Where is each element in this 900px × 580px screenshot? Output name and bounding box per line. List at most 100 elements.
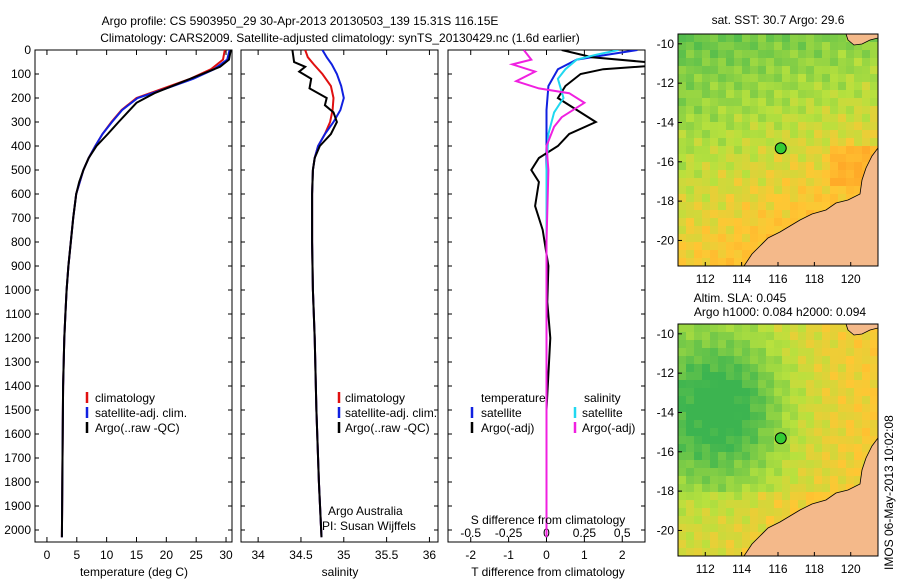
map-cell (830, 34, 839, 43)
map-cell (814, 380, 823, 389)
map-cell (702, 122, 711, 131)
map-cell (790, 364, 799, 373)
map-cell (854, 372, 863, 381)
map-cell (694, 508, 703, 517)
x-tick-label: 10 (100, 548, 114, 562)
map-cell (854, 130, 863, 139)
map-cell (750, 138, 759, 147)
map-cell (694, 540, 703, 549)
map-cell (798, 42, 807, 51)
map-cell (798, 380, 807, 389)
map-cell (678, 500, 687, 509)
map-cell (710, 380, 719, 389)
map-cell (798, 162, 807, 171)
map-cell (702, 372, 711, 381)
map-cell (838, 420, 847, 429)
map-cell (678, 364, 687, 373)
map-cell (766, 436, 775, 445)
map-cell (814, 66, 823, 75)
map-cell (734, 130, 743, 139)
map-cell (838, 348, 847, 357)
map-cell (790, 154, 799, 163)
map-cell (710, 250, 719, 259)
map-cell (830, 452, 839, 461)
map-cell (774, 460, 783, 469)
map-cell (694, 250, 703, 259)
map-cell (686, 420, 695, 429)
map-cell (854, 98, 863, 107)
map-cell (782, 58, 791, 67)
map-cell (710, 356, 719, 365)
map-cell (710, 114, 719, 123)
map-cell (782, 380, 791, 389)
map-cell (710, 234, 719, 243)
map-cell (678, 324, 687, 333)
map-cell (870, 364, 878, 373)
map-cell (798, 324, 807, 333)
map-cell (870, 372, 878, 381)
map-cell (814, 162, 823, 171)
map-cell (806, 114, 815, 123)
map-cell (718, 218, 727, 227)
map-cell (734, 58, 743, 67)
map-cell (838, 428, 847, 437)
map-cell (814, 484, 823, 493)
map-cell (694, 452, 703, 461)
map-cell (678, 484, 687, 493)
map-cell (726, 324, 735, 333)
map-cell (758, 428, 767, 437)
map-x-tick-label: 116 (768, 562, 787, 576)
map-cell (718, 444, 727, 453)
map-cell (694, 66, 703, 75)
map-cell (678, 82, 687, 91)
map-cell (726, 138, 735, 147)
map-cell (678, 452, 687, 461)
map-cell (838, 484, 847, 493)
map-cell (822, 138, 831, 147)
map-cell (822, 186, 831, 195)
x-tick-label: 34 (251, 548, 265, 562)
map-cell (766, 396, 775, 405)
map-cell (814, 324, 823, 333)
map-cell (822, 340, 831, 349)
map-cell (750, 98, 759, 107)
map-cell (718, 532, 727, 541)
map-cell (718, 114, 727, 123)
map-x-tick-label: 116 (768, 272, 787, 286)
map-cell (798, 476, 807, 485)
map-cell (870, 388, 878, 397)
map-cell (806, 202, 815, 211)
map-cell (742, 428, 751, 437)
map-cell (814, 138, 823, 147)
map-cell (710, 50, 719, 59)
map-cell (766, 186, 775, 195)
map-cell (758, 420, 767, 429)
annotation-argo-australia: Argo Australia (328, 504, 403, 518)
map-cell (726, 452, 735, 461)
map-cell (726, 34, 735, 43)
map-cell (846, 348, 855, 357)
map-cell (798, 210, 807, 219)
map-cell (838, 130, 847, 139)
map-cell (710, 540, 719, 549)
sst-map-panel: sat. SST: 30.7 Argo: 29.6 112 114 116 118 12… (657, 13, 879, 286)
map-cell (846, 130, 855, 139)
map-cell (710, 500, 719, 509)
map-cell (806, 348, 815, 357)
map-cell (718, 492, 727, 501)
map-cell (862, 436, 871, 445)
map-cell (830, 364, 839, 373)
map-cell (774, 484, 783, 493)
map-cell (838, 122, 847, 131)
map-cell (798, 186, 807, 195)
map-cell (790, 324, 799, 333)
map-cell (686, 138, 695, 147)
map-cell (750, 332, 759, 341)
map-cell (734, 226, 743, 235)
map-cell (678, 170, 687, 179)
map-cell (734, 532, 743, 541)
map-cell (726, 492, 735, 501)
map-cell (750, 170, 759, 179)
map-cell (862, 58, 871, 67)
map-cell (790, 468, 799, 477)
